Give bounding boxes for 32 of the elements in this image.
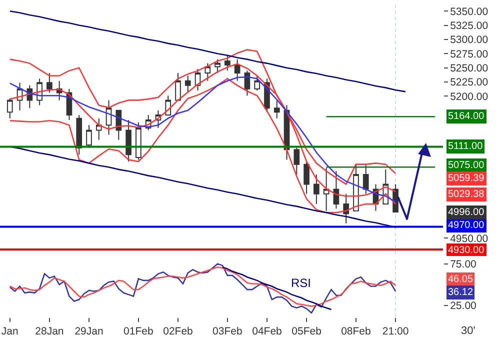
text: 5164.00 xyxy=(448,111,485,122)
text: 30' xyxy=(461,325,476,337)
text: 4996.00 xyxy=(448,207,485,218)
x-tick-label: 08Feb xyxy=(341,326,372,338)
y-tick-label: 5325.00 xyxy=(450,20,488,32)
text: 36.12 xyxy=(448,287,474,298)
y-tick-label: 4950.00 xyxy=(450,232,488,245)
y-tick-label: 75.00 xyxy=(450,258,477,270)
text: 5029.38 xyxy=(448,189,485,200)
x-tick-label: 02Feb xyxy=(163,326,194,338)
y-tick-label: 5225.00 xyxy=(450,76,488,89)
ref-line-label: 4930.00 xyxy=(448,245,485,256)
y-tick-label: 5350.00 xyxy=(450,6,488,18)
y-tick-label: 5275.00 xyxy=(450,48,488,60)
x-tick-label: 29Jan xyxy=(74,326,104,338)
y-tick-label: 5200.00 xyxy=(450,90,488,103)
text: 5059.39 xyxy=(448,173,485,184)
text: 46.05 xyxy=(448,274,474,285)
x-tick-label: 28Jan xyxy=(35,326,64,338)
y-tick-label: 5300.00 xyxy=(450,34,488,46)
y-tick-label: 25.00 xyxy=(450,300,477,312)
ref-line-label: 5111.00 xyxy=(448,141,484,152)
annotation: RSI xyxy=(291,276,312,290)
x-tick-label: 04Feb xyxy=(252,326,282,338)
text: 5075.00 xyxy=(448,160,485,171)
ref-line-label: 4970.00 xyxy=(448,220,485,231)
x-tick-label: 03Feb xyxy=(212,326,242,338)
x-tick-label: 01Feb xyxy=(124,326,154,338)
y-tick-label: 5250.00 xyxy=(450,62,488,75)
x-tick-label: Jan xyxy=(1,326,19,338)
x-tick-label: 05Feb xyxy=(292,326,322,338)
x-tick-label: 21:00 xyxy=(382,326,409,338)
